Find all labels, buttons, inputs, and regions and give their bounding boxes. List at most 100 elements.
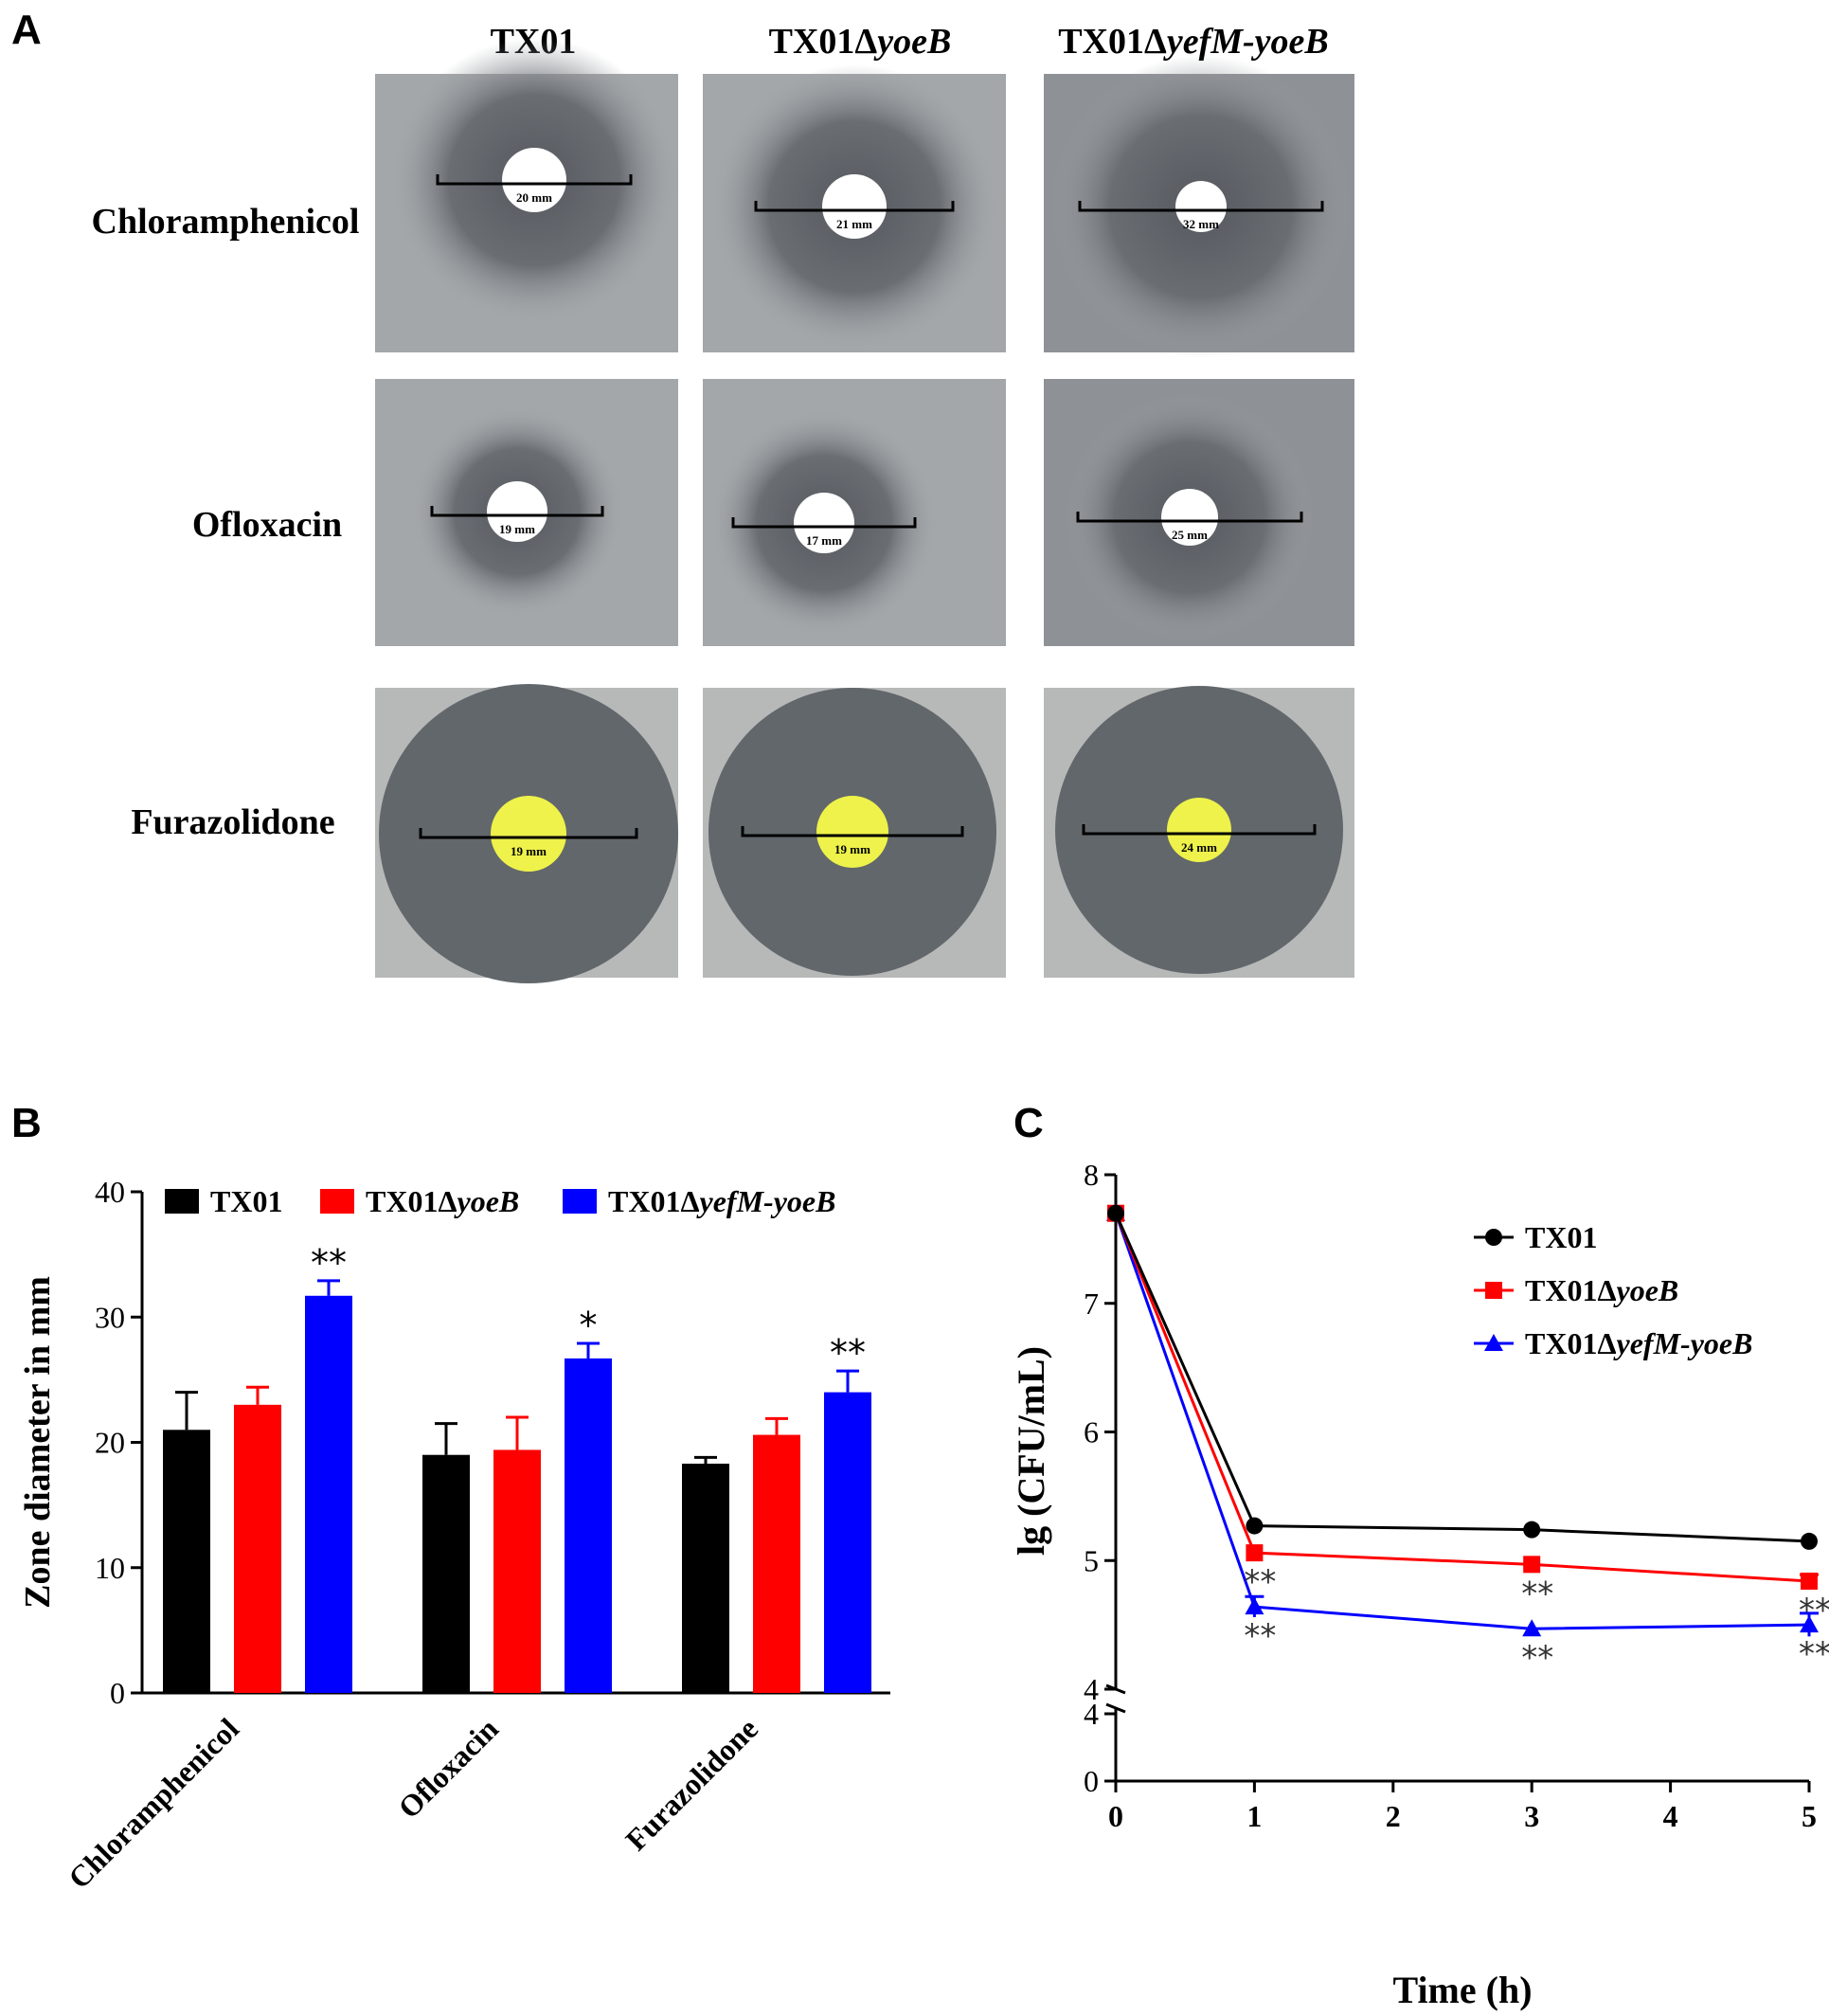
legend-label-1: TX01ΔyoeB [366,1184,519,1218]
y-axis-label: Zone diameter in mm [18,1276,58,1609]
series-line-1 [1114,1213,1810,1583]
y-tick-label: 0 [110,1676,125,1710]
series-line-0 [1114,1213,1810,1543]
significance-mark: ** [1799,1635,1829,1673]
plate-1-0: 19 mm [375,379,678,646]
measurement-bracket [419,828,638,839]
legend-label-1-suffix: yoeB [1613,1273,1679,1307]
category-label-2: Furazolidone [619,1711,764,1857]
plate-0-1: 21 mm [703,64,1006,352]
antibiotic-disc [816,796,888,868]
antibiotic-disc [491,796,566,872]
antibiotic-disc [1167,798,1231,862]
plate-1-2: 25 mm [1044,379,1354,646]
plate-0-2: 32 mm [1044,55,1354,358]
category-label-1: Ofloxacin [391,1711,505,1825]
x-axis-label: Time (h) [1392,1969,1532,2011]
measurement-bracket [741,826,964,837]
series-line-2 [1114,1213,1810,1630]
zone-label: 19 mm [499,522,535,536]
zone-label: 32 mm [1183,217,1219,231]
strain-header-2: TX01ΔyefM-yoeB [1058,22,1329,62]
y-tick-label-lower: 4 [1084,1697,1099,1731]
antibiotic-disc [794,493,854,553]
strain-header-2-suffix: yefM-yoeB [1163,22,1329,62]
y-tick-label: 30 [95,1300,125,1334]
bar-0-1 [234,1404,281,1693]
legend-label-2-suffix: yefM-yoeB [696,1184,836,1218]
bar-2-1 [753,1434,800,1693]
legend-swatch-2 [563,1189,597,1214]
measurement-bracket [430,506,604,517]
antibiotic-disc [1175,181,1227,232]
bar-2-0 [682,1463,729,1693]
bar-chart: 0 10 20 30 40 Zone diameter in mm ** Chloramphe… [18,1175,890,1895]
legend-marker-2 [1484,1334,1503,1351]
strain-header-2-base: TX01Δ [1058,22,1167,62]
data-point-0-2 [1523,1521,1541,1539]
antibiotic-label-1: Ofloxacin [192,505,342,545]
legend-swatch-0 [165,1189,199,1214]
legend-label-2: TX01ΔyefM-yoeB [1525,1326,1752,1360]
bar-1-1 [493,1449,541,1693]
y-tick-label: 5 [1084,1543,1099,1577]
plate-0-0: 20 mm [375,38,678,352]
data-point-2-2 [1522,1619,1542,1637]
measurement-bracket [1078,201,1324,212]
plate-2-2: 24 mm [1044,686,1354,978]
bar-1-2 [565,1358,612,1693]
x-tick-label: 2 [1386,1799,1401,1833]
measurement-bracket [1076,512,1303,523]
antibiotic-disc [822,174,887,239]
measurement-bracket [754,201,955,212]
y-tick-label: 7 [1084,1287,1099,1321]
y-tick-label: 4 [1084,1672,1099,1706]
data-point-2-1 [1245,1597,1264,1615]
zone-label: 21 mm [836,217,872,231]
significance-mark: ** [1521,1639,1553,1677]
y-tick-label-lower: 0 [1084,1764,1099,1798]
antibiotic-label-2: Furazolidone [131,802,334,842]
panel-a-plates: TX01TX01ΔyoeBTX01ΔyefM-yoeBChloramphenic… [92,22,1354,983]
zone-label: 24 mm [1181,840,1217,855]
significance-mark: ** [1521,1575,1553,1612]
legend-swatch-1 [320,1189,354,1214]
antibiotic-disc [502,148,566,212]
significance-mark: ** [1244,1617,1276,1655]
legend-label-0-base: TX01 [210,1184,282,1218]
legend-label-1-base: TX01Δ [1525,1273,1617,1307]
legend-label-2-base: TX01Δ [1525,1326,1617,1360]
y-tick-label: 6 [1084,1415,1099,1449]
y-tick-label: 8 [1084,1158,1099,1192]
legend-label-2: TX01ΔyefM-yoeB [608,1184,835,1218]
data-point-0-3 [1801,1532,1818,1550]
x-tick-label: 0 [1108,1799,1123,1833]
y-tick-label: 10 [95,1551,125,1585]
antibiotic-disc [1161,489,1218,546]
zone-label: 25 mm [1172,528,1208,542]
x-tick-label: 3 [1524,1799,1539,1833]
data-point-1-2 [1523,1556,1541,1574]
data-point-0-1 [1246,1517,1264,1535]
significance-mark: ** [311,1242,347,1284]
data-point-0-0 [1107,1204,1124,1222]
bar-0-0 [163,1430,210,1693]
legend-label-0: TX01 [1525,1220,1597,1254]
y-axis-label: lg (CFU/mL) [1010,1346,1052,1556]
significance-mark: ** [1244,1563,1276,1601]
data-point-1-1 [1246,1544,1264,1562]
legend-label-2-base: TX01Δ [608,1184,700,1218]
y-tick-label: 20 [95,1426,125,1460]
legend-label-2-suffix: yefM-yoeB [1613,1326,1753,1360]
bar-1-0 [422,1454,470,1693]
x-tick-label: 1 [1246,1799,1262,1833]
legend-marker-1 [1485,1282,1502,1299]
x-tick-label: 4 [1663,1799,1678,1833]
legend-label-0-base: TX01 [1525,1220,1597,1254]
panel-letter-b: B [11,1100,42,1146]
y-tick-label: 40 [95,1175,125,1209]
plate-2-0: 19 mm [375,684,678,983]
legend-label-1-base: TX01Δ [366,1184,457,1218]
plate-2-1: 19 mm [703,688,1006,978]
